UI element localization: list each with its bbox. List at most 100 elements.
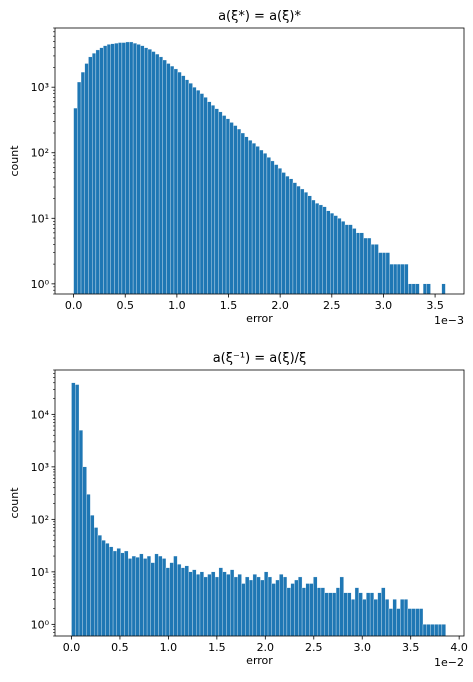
top-histogram-bar — [166, 63, 171, 295]
top-histogram-bar — [277, 168, 282, 295]
top-histogram-bar — [192, 87, 197, 295]
bottom-histogram-bar — [139, 553, 144, 637]
top-histogram-bar — [244, 136, 249, 295]
top-y-tick-label: 10¹ — [31, 212, 49, 225]
bottom-histogram-bar — [135, 557, 140, 637]
bottom-histogram-bar — [411, 608, 416, 637]
top-histogram-bar — [329, 212, 335, 295]
bottom-y-tick-label: 10³ — [31, 461, 49, 474]
top-histogram-bar — [363, 237, 368, 295]
bottom-histogram-bar — [203, 576, 208, 637]
bottom-histogram-bar — [180, 567, 186, 637]
bottom-histogram-bar — [177, 564, 182, 637]
top-histogram-bar — [207, 101, 212, 295]
bottom-histogram-bar — [218, 567, 223, 637]
top-histogram-bar — [441, 283, 446, 295]
bottom-histogram-bar — [158, 555, 163, 637]
bottom-histogram-bar — [173, 555, 178, 637]
bottom-x-tick-label: 1.0 — [160, 641, 178, 654]
bottom-histogram-bar — [120, 552, 125, 637]
top-y-tick-label: 10⁰ — [31, 278, 50, 291]
bottom-histogram-bar — [256, 576, 261, 637]
top-histogram-bar — [106, 44, 111, 295]
top-histogram-bar — [389, 263, 394, 295]
top-histogram-bar — [307, 195, 312, 295]
top-histogram-bar — [196, 90, 201, 295]
top-histogram-bar — [211, 105, 216, 295]
top-histogram-bar — [84, 63, 89, 295]
top-histogram-bar — [77, 81, 82, 295]
top-histogram-bar — [181, 75, 186, 295]
bottom-histogram-bar — [260, 579, 265, 637]
bottom-histogram-bar — [366, 592, 371, 637]
bottom-histogram-bar — [188, 571, 193, 637]
bottom-x-tick-label: 0.0 — [63, 641, 81, 654]
top-x-tick-label: 1.0 — [168, 299, 186, 312]
top-histogram-bar — [88, 56, 93, 295]
top-histogram-bar — [144, 47, 149, 295]
top-histogram-bar — [274, 164, 279, 295]
bottom-histogram-bar — [94, 527, 99, 637]
bottom-histogram-bar — [264, 571, 269, 637]
top-histogram-bar — [337, 218, 342, 295]
bottom-histogram-bar — [339, 576, 344, 637]
top-y-tick-label: 10³ — [31, 81, 49, 94]
bottom-y-tick-label: 10¹ — [31, 566, 49, 579]
bottom-y-tick-label: 10⁴ — [31, 408, 50, 421]
top-histogram-bar — [378, 252, 383, 295]
bottom-histogram-bar — [226, 574, 231, 637]
top-histogram-bar — [158, 56, 163, 295]
bottom-histogram-bar — [245, 576, 250, 637]
bottom-histogram-bar — [101, 540, 106, 637]
bottom-histogram-bar — [150, 562, 155, 637]
top-x-scale-label: 1e−3 — [434, 314, 464, 327]
bottom-histogram-bar — [434, 624, 439, 637]
bottom-histogram-bar — [237, 574, 242, 637]
top-histogram-bar — [99, 47, 104, 295]
bottom-x-tick-label: 1.5 — [208, 641, 226, 654]
bottom-histogram-bar — [347, 592, 352, 637]
bottom-histogram-bar — [230, 569, 235, 637]
bottom-histogram-bar — [373, 599, 378, 637]
bottom-histogram-bar — [271, 583, 276, 637]
bottom-histogram-bar — [305, 583, 310, 637]
bottom-histogram-bar — [301, 587, 306, 637]
bottom-histogram-bar — [109, 546, 114, 637]
top-y-tick-label: 10² — [31, 147, 49, 160]
bottom-histogram-bar — [86, 494, 91, 637]
bottom-histogram-bar — [112, 550, 117, 637]
bottom-histogram-bar — [328, 592, 333, 637]
bottom-x-axis-label: error — [246, 654, 273, 667]
top-histogram-bar — [92, 53, 97, 295]
top-histogram-bar — [177, 71, 182, 295]
top-axes-frame — [54, 27, 465, 295]
top-histogram-bar — [222, 115, 227, 295]
bottom-x-tick-label: 3.5 — [402, 641, 420, 654]
top-histogram-bar — [266, 157, 271, 295]
top-histogram-bar — [411, 283, 416, 295]
top-histogram-bar — [255, 146, 260, 295]
top-histogram-bar — [125, 41, 130, 295]
top-histogram-bar — [367, 237, 372, 295]
bottom-y-tick-label: 10⁰ — [31, 618, 50, 631]
top-histogram-bar — [199, 93, 204, 295]
top-histogram-bar — [382, 252, 387, 295]
top-histogram-bar — [188, 83, 193, 295]
top-histogram-bar — [341, 221, 346, 295]
bottom-histogram-bar — [426, 624, 431, 637]
bottom-histogram-bar — [441, 624, 446, 637]
bottom-histogram-bar — [351, 599, 356, 637]
bottom-y-tick-label: 10² — [31, 513, 49, 526]
top-histogram-bar — [311, 199, 316, 295]
bottom-x-tick-label: 2.5 — [305, 641, 323, 654]
bottom-histogram-bar — [343, 592, 348, 637]
bottom-x-tick-label: 2.0 — [257, 641, 275, 654]
top-histogram-bar — [114, 42, 119, 295]
top-x-axis-label: error — [246, 312, 273, 325]
bottom-histogram-bar — [128, 558, 133, 637]
top-histogram-bar — [103, 45, 108, 295]
top-histogram-bar — [248, 140, 253, 295]
bottom-histogram-bar — [332, 592, 337, 637]
bottom-histogram-bar — [309, 583, 314, 637]
top-histogram-bar — [385, 252, 390, 295]
